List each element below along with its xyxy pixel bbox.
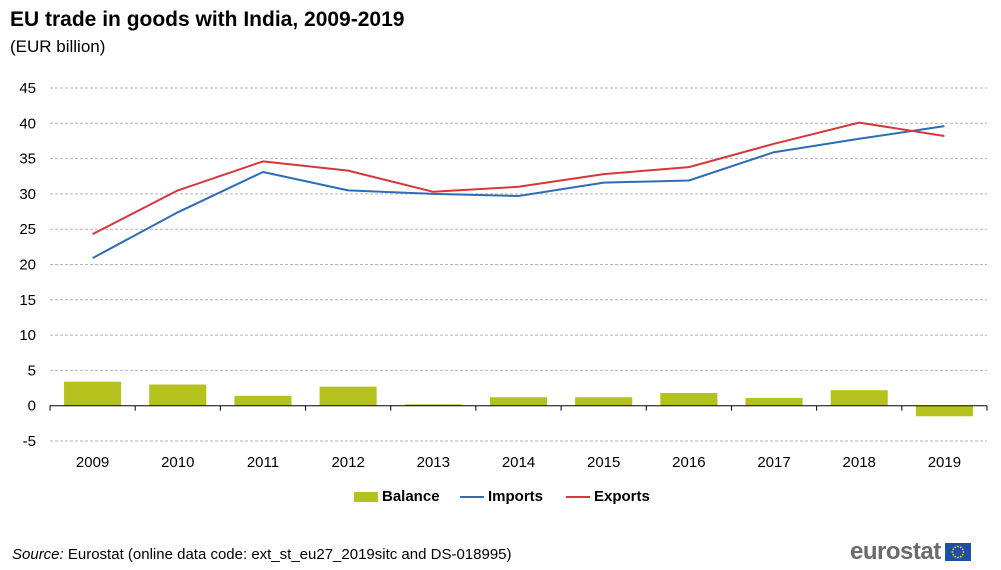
- flag-star: [954, 555, 956, 558]
- legend-item-exports: Exports: [566, 488, 650, 505]
- x-tick-label: 2009: [76, 454, 109, 471]
- legend-item-balance: Balance: [354, 488, 440, 505]
- y-tick-label: 15: [19, 292, 36, 309]
- legend-swatch-balance: [354, 491, 378, 502]
- x-tick-label: 2014: [502, 454, 535, 471]
- flag-star: [951, 551, 954, 553]
- legend-label-exports: Exports: [594, 488, 650, 505]
- x-tick-label: 2010: [161, 454, 194, 471]
- legend-swatch-exports: [566, 495, 590, 498]
- legend-item-imports: Imports: [460, 488, 543, 505]
- flag-star: [952, 548, 954, 551]
- bar-balance: [149, 384, 207, 406]
- x-tick-label: 2012: [331, 454, 364, 471]
- y-tick-label: 30: [19, 186, 36, 203]
- flag-star: [962, 551, 965, 553]
- x-tick-label: 2017: [757, 454, 790, 471]
- line-exports: [92, 121, 945, 235]
- legend-label-balance: Balance: [382, 488, 440, 505]
- x-tick-label: 2011: [247, 454, 279, 471]
- bar-balance: [660, 392, 718, 406]
- legend-label-imports: Imports: [488, 488, 544, 505]
- logo-text: eurostat: [850, 538, 941, 565]
- flag-star: [956, 556, 959, 559]
- bar-balance: [234, 395, 292, 406]
- line-imports: [92, 125, 945, 259]
- x-tick-label: 2013: [417, 454, 450, 471]
- bar-balance: [915, 405, 973, 417]
- x-tick-label: 2019: [928, 454, 961, 471]
- bar-balance: [745, 397, 803, 406]
- x-tick-label: 2015: [587, 454, 620, 471]
- y-tick-label: 5: [28, 362, 36, 379]
- bar-balance: [319, 386, 377, 406]
- source-note: Source: Eurostat (online data code: ext_…: [12, 546, 512, 563]
- y-tick-label: -5: [23, 433, 36, 450]
- x-tick-label: 2016: [672, 454, 705, 471]
- legend-swatch-imports: [460, 495, 484, 498]
- source-label: Source:: [12, 546, 64, 563]
- source-text: Eurostat (online data code: ext_st_eu27_…: [63, 546, 512, 563]
- chart-subtitle: (EUR billion): [10, 37, 106, 56]
- flag-star: [954, 546, 956, 549]
- bar-balance: [830, 390, 888, 406]
- eurostat-logo: eurostat: [850, 538, 971, 566]
- y-tick-label: 40: [19, 115, 36, 132]
- bar-balance: [575, 397, 633, 406]
- chart-legend: Balance Imports Exports: [0, 488, 1001, 510]
- flag-star: [959, 546, 962, 549]
- flag-star: [952, 553, 954, 556]
- bar-balance: [404, 404, 462, 406]
- bar-balance: [64, 381, 122, 406]
- y-tick-label: 45: [19, 80, 36, 97]
- y-tick-label: 25: [19, 221, 36, 238]
- flag-star: [956, 545, 959, 548]
- eu-flag-icon: [944, 543, 971, 561]
- chart-title: EU trade in goods with India, 2009-2019: [10, 8, 405, 31]
- y-tick-label: 20: [19, 257, 36, 274]
- bar-balance: [489, 397, 548, 406]
- flag-star: [961, 548, 964, 551]
- x-tick-label: 2018: [843, 454, 876, 471]
- y-tick-label: 10: [19, 327, 36, 344]
- flag-star: [961, 553, 964, 556]
- y-tick-label: 35: [19, 151, 36, 168]
- y-tick-label: 0: [28, 398, 36, 415]
- flag-star: [959, 555, 962, 558]
